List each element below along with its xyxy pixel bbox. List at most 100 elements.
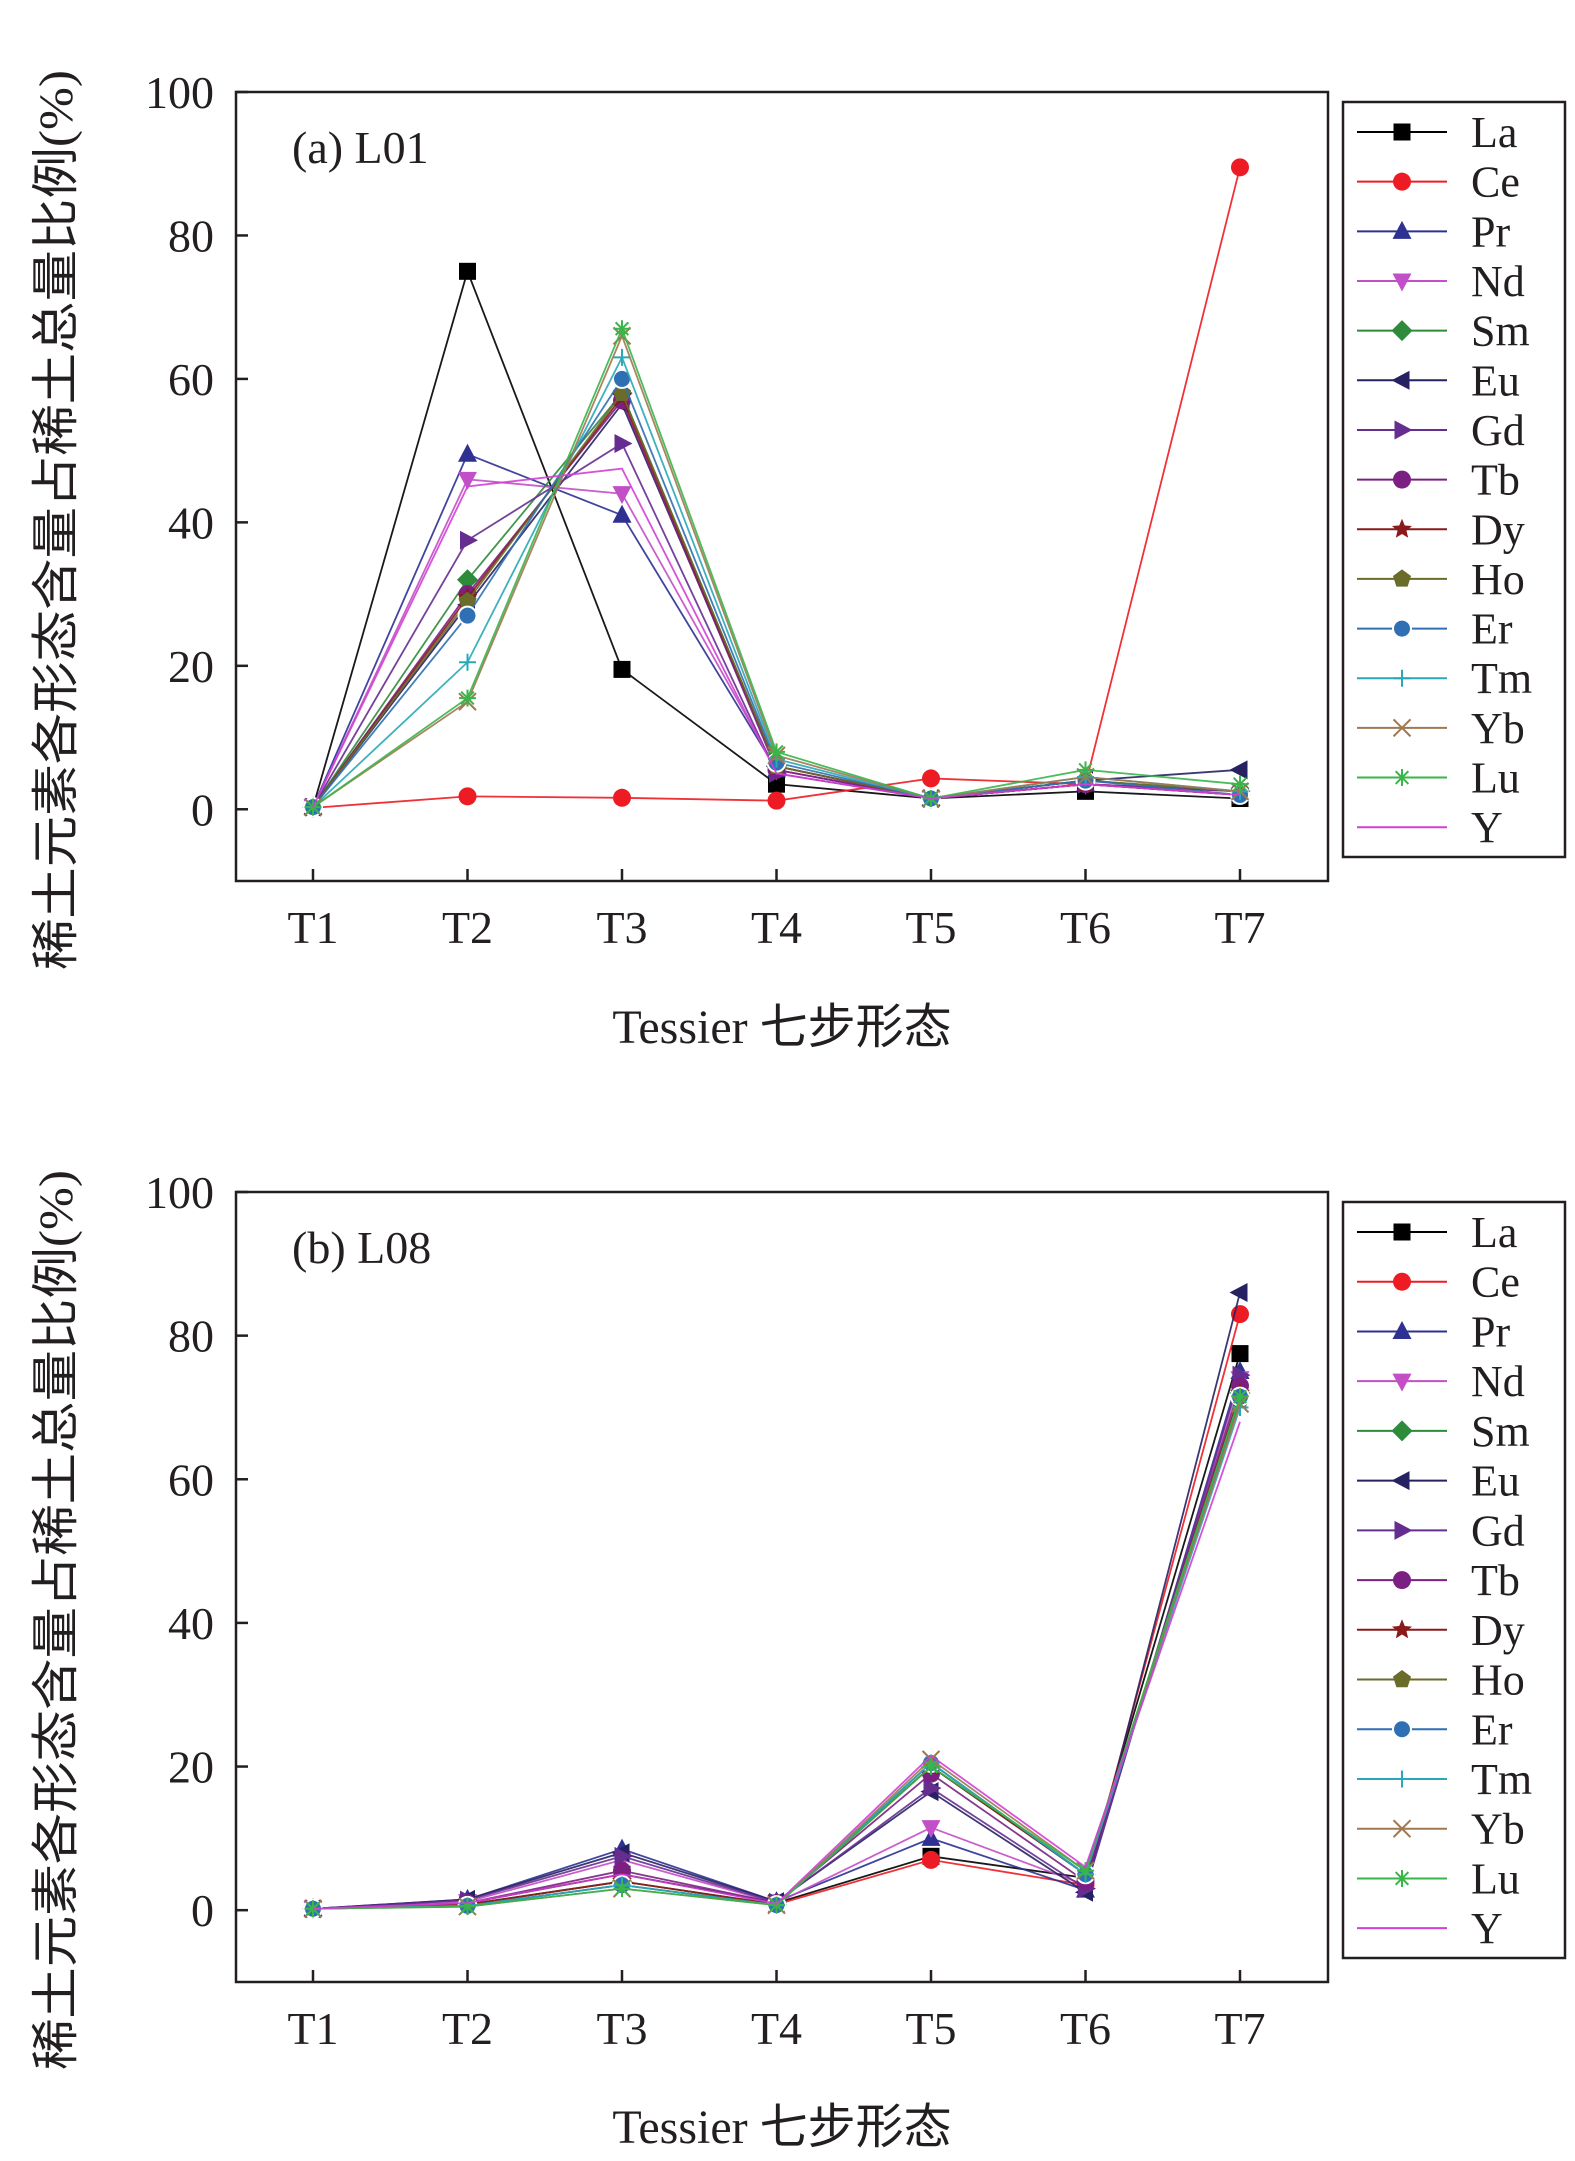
legend-item-Eu: Eu <box>1357 1457 1520 1506</box>
series-Yb <box>303 326 1250 817</box>
y-axis-title: 稀土元素各形态含量占稀土总量比例(%) <box>30 70 83 970</box>
legend-item-Nd: Nd <box>1357 257 1525 306</box>
legend-item-Pr: Pr <box>1357 207 1510 256</box>
x-tick-label: T7 <box>1214 902 1265 953</box>
legend-marker-Yb <box>1392 718 1412 738</box>
data-point-Gd <box>923 1778 942 1798</box>
series-Ho <box>303 1390 1250 1917</box>
y-tick-label: 100 <box>145 1167 214 1218</box>
series-La <box>304 262 1249 816</box>
legend-item-Lu: Lu <box>1357 1854 1520 1903</box>
legend-label: Gd <box>1471 406 1525 455</box>
panel-title: (b) L08 <box>292 1222 431 1273</box>
data-point-Lu <box>304 798 322 816</box>
series-line-La <box>312 268 1241 808</box>
legend-item-Dy: Dy <box>1357 505 1525 554</box>
legend-item-Y: Y <box>1357 803 1503 852</box>
data-point-Lu <box>459 689 476 707</box>
legend-marker-Ce <box>1393 172 1411 191</box>
legend-label: Y <box>1471 1904 1503 1953</box>
data-point-Pr <box>612 504 632 523</box>
series-line-Y <box>312 1421 1241 1910</box>
data-point-Nd <box>921 1820 941 1839</box>
x-tick-label: T6 <box>1060 2003 1111 2054</box>
legend-marker-Eu <box>1391 370 1410 390</box>
series-Pr <box>303 1361 1250 1917</box>
y-tick-label: 60 <box>168 1454 214 1505</box>
legend-label: Yb <box>1471 1805 1525 1854</box>
series-La <box>304 1345 1249 1918</box>
data-point-Lu <box>1231 775 1249 793</box>
series-Lu <box>304 1388 1249 1918</box>
x-axis-title: Tessier 七步形态 <box>612 2101 951 2154</box>
data-point-Lu <box>1077 761 1094 779</box>
series-Tb <box>304 1376 1249 1918</box>
legend-label: La <box>1471 1208 1517 1257</box>
series-line-Tm <box>312 355 1241 808</box>
data-point-Lu <box>613 1880 631 1898</box>
legend-item-La: La <box>1357 108 1517 157</box>
legend-label: Pr <box>1471 207 1510 256</box>
series-Ce <box>304 158 1249 817</box>
data-point-Nd <box>612 486 632 505</box>
legend-marker-Pr <box>1392 220 1412 239</box>
x-tick-label: T3 <box>596 2003 647 2054</box>
legend-label: Sm <box>1471 1407 1530 1456</box>
legend-label: Dy <box>1471 505 1525 554</box>
legend-item-Gd: Gd <box>1357 1506 1525 1555</box>
legend-box <box>1341 1200 1567 1960</box>
legend-marker-La <box>1393 1223 1411 1241</box>
data-point-Lu <box>613 320 631 338</box>
x-tick-label: T1 <box>287 902 338 953</box>
series-Lu <box>304 320 1249 816</box>
data-point-La <box>459 262 476 280</box>
legend-marker-Tb <box>1393 470 1411 489</box>
legend-item-Gd: Gd <box>1357 406 1525 455</box>
y-tick-label: 0 <box>191 1885 214 1936</box>
legend-marker-Yb <box>1392 1819 1412 1838</box>
x-tick-label: T1 <box>287 2003 338 2054</box>
data-point-Nd <box>458 471 477 490</box>
plot-frame <box>234 1190 1330 1984</box>
data-point-Pr <box>458 443 477 462</box>
data-point-La <box>613 660 631 678</box>
legend-marker-Gd <box>1394 1520 1413 1540</box>
series-Y <box>312 467 1241 808</box>
series-Dy <box>303 1382 1250 1918</box>
legend-item-Sm: Sm <box>1357 307 1530 356</box>
legend-marker-Gd <box>1394 420 1413 440</box>
legend-label: Pr <box>1471 1307 1510 1356</box>
legend-marker-Tb <box>1393 1571 1411 1590</box>
legend-label: Tm <box>1471 654 1532 703</box>
y-tick-label: 100 <box>145 67 214 118</box>
data-point-La <box>1231 1345 1249 1363</box>
legend-item-Ce: Ce <box>1357 158 1520 207</box>
data-point-Ho <box>458 591 477 609</box>
chart-panel-b: 0 20 40 60 80 100 T1 T2 T3 T4 T5 T6 T7 Tessier 七步形态 稀土… <box>30 1167 1567 2154</box>
legend-item-Tm: Tm <box>1357 654 1532 703</box>
legend-item-Lu: Lu <box>1357 754 1520 803</box>
y-tick-label: 60 <box>168 354 214 405</box>
legend-item-Tb: Tb <box>1357 1556 1520 1605</box>
legend-marker-Nd <box>1392 1373 1412 1392</box>
legend-item-Eu: Eu <box>1357 356 1520 405</box>
x-tick-label: T5 <box>905 2003 956 2054</box>
legend-label: Eu <box>1471 356 1520 405</box>
data-point-Sm <box>457 569 478 591</box>
legend-label: Sm <box>1471 307 1530 356</box>
legend-marker-Er <box>1392 618 1412 639</box>
legend-label: Ho <box>1471 1656 1525 1705</box>
series-line-Y <box>312 467 1241 808</box>
legend-marker-Dy <box>1392 1619 1412 1639</box>
data-point-Lu <box>1077 1862 1094 1880</box>
x-tick-label: T4 <box>751 2003 802 2054</box>
series-line-Eu <box>312 1292 1241 1910</box>
series-Ce <box>304 1305 1249 1918</box>
series-Y <box>312 1421 1241 1910</box>
data-point-Ce <box>767 791 786 810</box>
legend-marker-Tm <box>1393 1770 1411 1788</box>
data-point-Tm <box>613 348 631 366</box>
legend-item-Er: Er <box>1357 605 1513 654</box>
legend-item-Er: Er <box>1357 1705 1513 1754</box>
